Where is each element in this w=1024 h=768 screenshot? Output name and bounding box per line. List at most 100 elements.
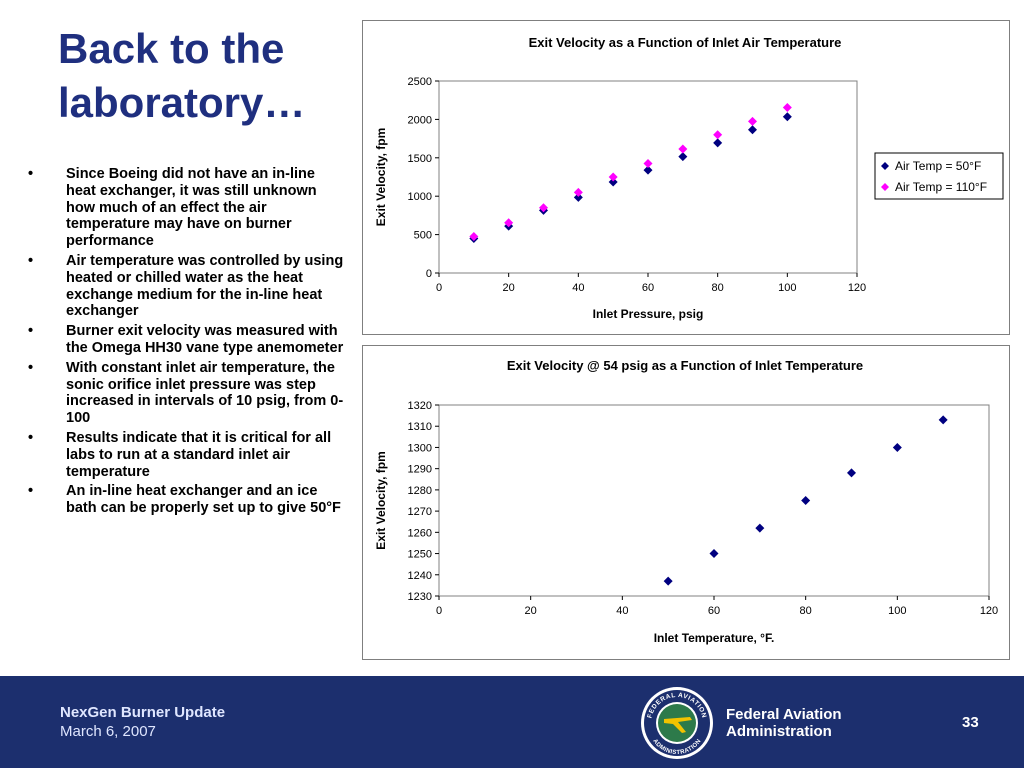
project-name: NexGen Burner Update (60, 704, 226, 721)
bullet-text: Since Boeing did not have an in-line hea… (66, 166, 317, 250)
x-axis-label: Inlet Temperature, °F. (654, 631, 775, 645)
data-point (755, 523, 765, 533)
y-tick-label: 1300 (408, 442, 432, 454)
data-point (539, 203, 548, 213)
data-point (709, 549, 719, 559)
y-tick-label: 1250 (408, 549, 432, 561)
data-point (608, 172, 618, 182)
footer-info: NexGen Burner Update March 6, 2007 (60, 703, 225, 741)
y-tick-label: 2000 (408, 114, 432, 126)
x-tick-label: 60 (642, 282, 654, 294)
bullet-text: Results indicate that it is critical for… (66, 429, 332, 480)
data-point (643, 159, 653, 169)
bullet-item: • Results indicate that it is critical fo… (28, 430, 346, 480)
data-point (678, 152, 688, 162)
data-point (892, 442, 902, 452)
data-point (504, 218, 514, 228)
y-tick-label: 2500 (408, 76, 432, 88)
y-tick-label: 1500 (408, 153, 432, 165)
y-axis-label: Exit Velocity, fpm (374, 451, 388, 549)
plot-area (438, 80, 858, 274)
y-tick-label: 500 (414, 230, 432, 242)
y-tick-label: 1280 (408, 485, 432, 497)
bullet-marker: • (28, 483, 34, 500)
x-tick-label: 120 (980, 605, 998, 617)
bullet-item: • Air temperature was controlled by using… (28, 253, 346, 320)
x-tick-label: 100 (888, 605, 906, 617)
y-tick-label: 0 (426, 268, 432, 280)
plot-area (438, 404, 990, 597)
bullet-item: • With constant inlet air temperature, th… (28, 360, 346, 427)
agency-line-1: Federal Aviation (726, 706, 842, 723)
legend-label: Air Temp = 50°F (895, 159, 981, 173)
data-point (782, 112, 792, 122)
data-point (801, 496, 811, 505)
bullet-item: • Since Boeing did not have an in-line he… (28, 166, 346, 250)
x-tick-label: 20 (525, 605, 537, 617)
data-point (713, 130, 723, 140)
data-point (469, 232, 479, 242)
legend-label: Air Temp = 110°F (895, 180, 987, 194)
data-point (782, 102, 792, 112)
chart-canvas: Exit Velocity @ 54 psig as a Function of… (374, 358, 998, 645)
data-point (713, 138, 723, 148)
bullet-marker: • (28, 429, 34, 446)
data-point (678, 144, 688, 154)
data-point (643, 165, 653, 175)
x-tick-label: 60 (708, 605, 720, 617)
x-tick-label: 120 (848, 282, 866, 294)
exit-velocity-pressure-chart: Exit Velocity as a Function of Inlet Air… (362, 20, 1010, 335)
data-point (663, 576, 673, 586)
y-tick-label: 1230 (408, 591, 432, 603)
bullet-item: • Burner exit velocity was measured with … (28, 323, 346, 357)
bullet-marker: • (28, 323, 34, 340)
bullet-text: Burner exit velocity was measured with t… (66, 323, 344, 356)
data-point (847, 468, 856, 478)
y-tick-label: 1240 (408, 570, 432, 582)
bullet-marker: • (28, 252, 34, 269)
faa-seal-logo: FEDERAL AVIATION ADMINISTRATION (641, 687, 713, 759)
exit-velocity-temperature-chart: Exit Velocity @ 54 psig as a Function of… (362, 345, 1010, 660)
y-tick-label: 1260 (408, 527, 432, 539)
data-point (608, 177, 618, 187)
chart-title: Exit Velocity @ 54 psig as a Function of… (507, 358, 863, 373)
x-axis-label: Inlet Pressure, psig (593, 307, 704, 321)
x-tick-label: 0 (436, 605, 442, 617)
bullet-list: • Since Boeing did not have an in-line he… (28, 166, 346, 520)
bullet-marker: • (28, 166, 34, 182)
x-tick-label: 40 (616, 605, 628, 617)
legend-marker (881, 183, 889, 191)
agency-line-2: Administration (726, 723, 832, 740)
chart-title: Exit Velocity as a Function of Inlet Air… (529, 35, 842, 50)
legend-box (874, 152, 1004, 200)
data-point (938, 415, 948, 425)
bullet-text: Air temperature was controlled by using … (66, 252, 344, 320)
legend-marker (881, 162, 889, 170)
data-point (573, 192, 583, 202)
x-tick-label: 100 (778, 282, 796, 294)
x-tick-label: 80 (800, 605, 812, 617)
y-axis-label: Exit Velocity, fpm (374, 128, 388, 226)
bullet-text: With constant inlet air temperature, the… (66, 359, 344, 427)
bullet-marker: • (28, 359, 34, 376)
y-tick-label: 1290 (408, 464, 432, 476)
footer-bar: NexGen Burner Update March 6, 2007 FEDER… (0, 676, 1024, 768)
data-point (748, 125, 757, 135)
page-number: 33 (962, 714, 979, 731)
slide-title: Back to the laboratory… (58, 25, 306, 126)
chart-canvas: Exit Velocity as a Function of Inlet Air… (374, 35, 1004, 321)
y-tick-label: 1310 (408, 421, 432, 433)
bullet-text: An in-line heat exchanger and an ice bat… (66, 483, 341, 517)
data-point (748, 116, 757, 126)
x-tick-label: 40 (572, 282, 584, 294)
agency-name: Federal Aviation Administration (726, 706, 842, 740)
y-tick-label: 1000 (408, 191, 432, 203)
bullet-item: • An in-line heat exchanger and an ice ba… (28, 483, 346, 517)
data-point (573, 187, 583, 197)
x-tick-label: 20 (503, 282, 515, 294)
x-tick-label: 80 (712, 282, 724, 294)
presentation-date: March 6, 2007 (60, 723, 156, 740)
x-tick-label: 0 (436, 282, 442, 294)
y-tick-label: 1270 (408, 506, 432, 518)
y-tick-label: 1320 (408, 400, 432, 412)
